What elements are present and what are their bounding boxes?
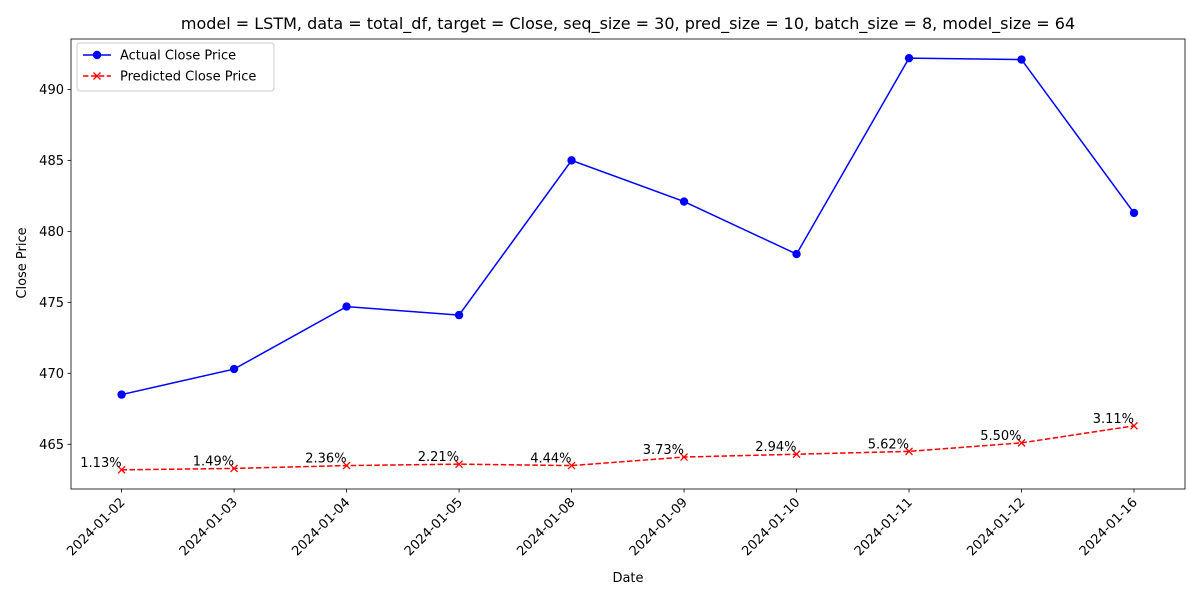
legend-marker-circle xyxy=(92,50,102,60)
data-point-predicted xyxy=(905,447,913,456)
data-point-actual xyxy=(117,390,126,399)
legend-label: Actual Close Price xyxy=(120,49,236,64)
data-point-predicted xyxy=(230,464,239,473)
x-tick-label: 2024-01-02 xyxy=(64,495,128,559)
legend: Actual Close Price Predicted Close Price xyxy=(76,42,275,92)
error-annotation: 2.36% xyxy=(305,452,346,467)
data-point-predicted xyxy=(117,465,126,474)
data-point-actual xyxy=(567,156,576,165)
error-annotation: 1.49% xyxy=(193,454,234,469)
data-point-actual xyxy=(792,249,801,259)
y-tick-label: 465 xyxy=(39,438,64,453)
plot-frame xyxy=(70,38,1186,490)
error-annotation: 3.11% xyxy=(1093,412,1134,427)
error-annotation: 4.44% xyxy=(530,452,571,467)
x-tick-label: 2024-01-04 xyxy=(289,495,353,559)
x-tick-label: 2024-01-12 xyxy=(964,495,1028,559)
x-tick-label: 2024-01-03 xyxy=(177,495,241,559)
legend-box xyxy=(76,42,275,92)
error-annotation: 5.50% xyxy=(980,429,1021,444)
legend-marker-x xyxy=(93,72,101,80)
data-point-predicted xyxy=(1017,438,1026,447)
x-tick-label: 2024-01-05 xyxy=(402,495,466,559)
x-tick-label: 2024-01-16 xyxy=(1077,495,1141,559)
x-axis-label: Date xyxy=(612,571,643,586)
y-tick-label: 485 xyxy=(39,154,64,169)
data-point-predicted xyxy=(567,461,576,470)
y-tick-label: 490 xyxy=(39,83,64,98)
y-tick-label: 475 xyxy=(39,296,64,311)
data-point-actual xyxy=(342,302,351,311)
chart-title: model = LSTM, data = total_df, target = … xyxy=(181,14,1075,34)
data-point-actual xyxy=(1017,55,1026,64)
y-tick-label: 470 xyxy=(39,367,64,382)
data-point-predicted xyxy=(455,460,464,469)
x-tick-label: 2024-01-09 xyxy=(627,495,691,559)
data-point-actual xyxy=(229,364,239,374)
data-point-actual xyxy=(1129,208,1139,218)
data-point-predicted xyxy=(680,453,689,462)
data-point-predicted xyxy=(792,450,801,459)
error-annotation: 5.62% xyxy=(868,437,909,452)
x-tick-label: 2024-01-11 xyxy=(852,495,916,559)
data-point-predicted xyxy=(342,461,351,470)
x-tick-label: 2024-01-08 xyxy=(514,495,578,559)
error-annotation: 2.94% xyxy=(755,440,796,455)
data-point-actual xyxy=(454,310,464,320)
data-point-actual xyxy=(679,197,689,206)
series-line-predicted xyxy=(121,425,1135,471)
data-point-predicted xyxy=(1130,421,1138,430)
x-tick-label: 2024-01-10 xyxy=(739,495,803,559)
error-annotation: 2.21% xyxy=(418,450,459,465)
data-point-actual xyxy=(904,53,914,63)
y-axis-label: Close Price xyxy=(15,227,30,298)
legend-label: Predicted Close Price xyxy=(120,70,256,85)
series-line-actual xyxy=(121,57,1135,396)
error-annotation: 1.13% xyxy=(80,456,121,471)
y-tick-label: 480 xyxy=(39,225,64,240)
error-annotation: 3.73% xyxy=(643,443,684,458)
plot-area: 465 470 475 480 485 490 2024-01-02 2024-01-03 20… xyxy=(39,38,1186,559)
